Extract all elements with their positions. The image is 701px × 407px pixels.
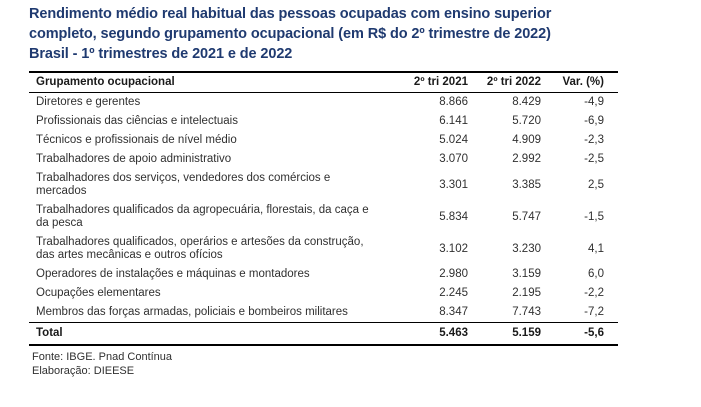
- value-q2021: 2.980: [439, 268, 468, 280]
- table-row: Trabalhadores dos serviços, vendedores d…: [29, 169, 618, 201]
- value-q2021: 5.834: [439, 210, 468, 223]
- value-q2022: 2.195: [512, 287, 541, 299]
- value-variation: -2,2: [584, 287, 604, 299]
- value-q2021: 8.866: [439, 96, 468, 108]
- value-variation: -7,2: [584, 306, 604, 318]
- value-q2022: 2.992: [512, 153, 541, 165]
- occupation-group-label: Trabalhadores de apoio administrativo: [36, 153, 232, 165]
- value-variation: -2,3: [584, 134, 604, 146]
- value-variation: 6,0: [588, 268, 604, 280]
- value-q2022: 3.159: [512, 268, 541, 280]
- value-q2022: 3.385: [512, 178, 541, 191]
- value-q2022: 7.743: [512, 306, 541, 318]
- column-header-variation: Var. (%): [544, 71, 618, 93]
- value-variation: 2,5: [588, 178, 604, 191]
- occupation-group-label: Ocupações elementares: [36, 287, 161, 299]
- occupation-group-label: Trabalhadores dos serviços, vendedores d…: [36, 172, 331, 197]
- column-header-group: Grupamento ocupacional: [29, 71, 401, 93]
- occupation-group-label: Trabalhadores qualificados, operários e …: [36, 236, 364, 261]
- elaboration-note: Elaboração: DIEESE: [32, 365, 135, 377]
- value-q2021: 3.102: [439, 242, 468, 255]
- value-variation: -4,9: [584, 96, 604, 108]
- table-header-row: Grupamento ocupacional 2º tri 2021 2º tr…: [29, 71, 618, 93]
- page: Rendimento médio real habitual das pesso…: [29, 4, 691, 378]
- source-note: Fonte: IBGE. Pnad Contínua: [32, 351, 173, 363]
- title-line-1: Rendimento médio real habitual das pesso…: [29, 6, 552, 22]
- value-q2021: 8.347: [439, 306, 468, 318]
- table-row: Membros das forças armadas, policiais e …: [29, 303, 618, 323]
- value-q2021: 6.141: [439, 115, 468, 127]
- value-q2021: 3.070: [439, 153, 468, 165]
- table-total-row: Total 5.463 5.159 -5,6: [29, 322, 618, 346]
- occupation-group-label: Operadores de instalações e máquinas e m…: [36, 268, 310, 280]
- value-variation: -1,5: [584, 210, 604, 223]
- table-row: Trabalhadores de apoio administrativo 3.…: [29, 150, 618, 169]
- occupation-group-label: Profissionais das ciências e intelectuai…: [36, 115, 238, 127]
- table-row: Trabalhadores qualificados da agropecuár…: [29, 201, 618, 233]
- value-q2022: 5.720: [512, 115, 541, 127]
- value-q2022: 4.909: [512, 134, 541, 146]
- column-header-q2021: 2º tri 2021: [401, 71, 471, 93]
- value-variation: 4,1: [588, 242, 604, 255]
- value-q2021: 5.024: [439, 134, 468, 146]
- value-q2022: 5.747: [512, 210, 541, 223]
- table-row: Trabalhadores qualificados, operários e …: [29, 233, 618, 265]
- value-q2021: 3.301: [439, 178, 468, 191]
- title-line-3: Brasil - 1º trimestres de 2021 e de 2022: [29, 46, 293, 62]
- table-row: Profissionais das ciências e intelectuai…: [29, 112, 618, 131]
- chart-title: Rendimento médio real habitual das pesso…: [29, 4, 669, 64]
- value-q2021: 2.245: [439, 287, 468, 299]
- value-variation: -6,9: [584, 115, 604, 127]
- table-footnotes: Fonte: IBGE. Pnad Contínua Elaboração: D…: [29, 350, 691, 378]
- total-label: Total: [29, 322, 401, 346]
- occupation-group-label: Diretores e gerentes: [36, 96, 141, 108]
- occupation-group-label: Técnicos e profissionais de nível médio: [36, 134, 237, 146]
- value-q2022: 3.230: [512, 242, 541, 255]
- column-header-q2022: 2º tri 2022: [471, 71, 544, 93]
- table-row: Ocupações elementares 2.245 2.195 -2,2: [29, 284, 618, 303]
- value-variation: -2,5: [584, 153, 604, 165]
- occupation-group-label: Membros das forças armadas, policiais e …: [36, 306, 348, 318]
- total-variation: -5,6: [544, 322, 618, 346]
- total-q2022: 5.159: [471, 322, 544, 346]
- table-row: Operadores de instalações e máquinas e m…: [29, 265, 618, 284]
- occupation-group-label: Trabalhadores qualificados da agropecuár…: [36, 204, 369, 229]
- title-line-2: completo, segundo grupamento ocupacional…: [29, 26, 551, 42]
- table-row: Diretores e gerentes 8.866 8.429 -4,9: [29, 93, 618, 113]
- total-q2021: 5.463: [401, 322, 471, 346]
- table-row: Técnicos e profissionais de nível médio …: [29, 131, 618, 150]
- value-q2022: 8.429: [512, 96, 541, 108]
- occupation-income-table: Grupamento ocupacional 2º tri 2021 2º tr…: [29, 71, 618, 346]
